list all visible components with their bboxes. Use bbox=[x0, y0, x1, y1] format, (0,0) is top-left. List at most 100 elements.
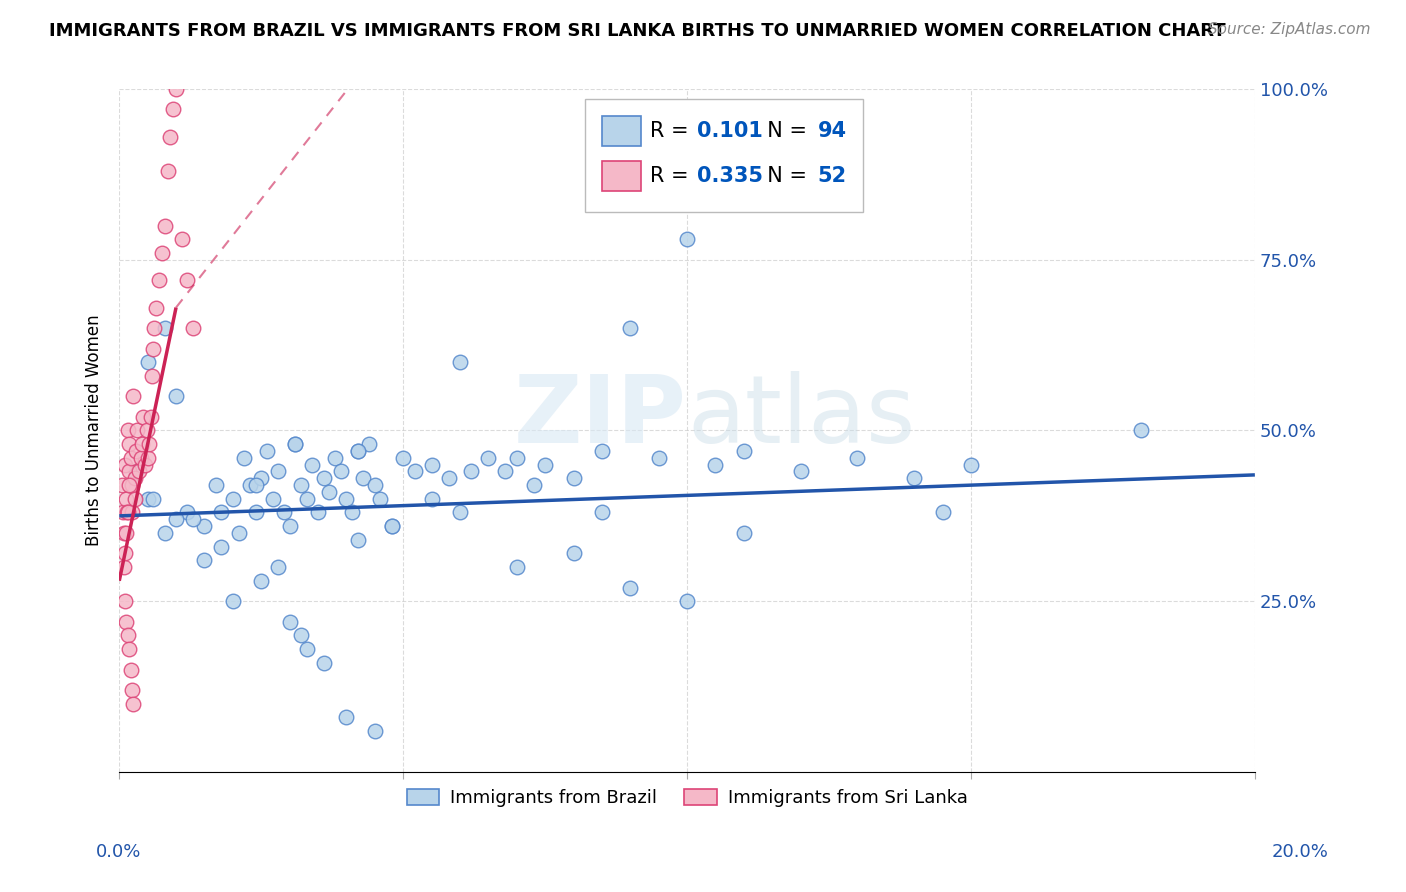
Point bbox=[114, 458, 136, 472]
Point bbox=[562, 546, 585, 560]
Point bbox=[120, 663, 142, 677]
Point bbox=[364, 724, 387, 739]
Point bbox=[420, 458, 443, 472]
Point bbox=[523, 478, 546, 492]
Point bbox=[278, 615, 301, 629]
Point bbox=[222, 594, 245, 608]
Point bbox=[181, 512, 204, 526]
Point bbox=[250, 471, 273, 485]
Point bbox=[150, 245, 173, 260]
Point bbox=[256, 444, 278, 458]
Point bbox=[114, 594, 136, 608]
Point bbox=[789, 465, 811, 479]
Text: R =: R = bbox=[650, 166, 695, 186]
Point bbox=[619, 581, 641, 595]
Point bbox=[477, 450, 499, 465]
Point bbox=[346, 533, 368, 547]
Point bbox=[392, 450, 415, 465]
Text: ZIP: ZIP bbox=[515, 371, 688, 463]
Point bbox=[118, 642, 141, 657]
Point bbox=[127, 424, 149, 438]
Point bbox=[162, 103, 184, 117]
Point bbox=[115, 506, 138, 520]
Point bbox=[323, 450, 346, 465]
Point bbox=[676, 594, 699, 608]
Text: R =: R = bbox=[650, 121, 695, 141]
Point bbox=[960, 458, 983, 472]
Point bbox=[115, 525, 138, 540]
Point bbox=[135, 424, 157, 438]
Point bbox=[284, 437, 307, 451]
Point bbox=[245, 478, 267, 492]
Point bbox=[250, 574, 273, 588]
Point bbox=[591, 444, 613, 458]
Point bbox=[903, 471, 925, 485]
Point bbox=[143, 321, 166, 335]
Point bbox=[301, 458, 323, 472]
Point bbox=[420, 491, 443, 506]
Point bbox=[318, 485, 340, 500]
Point bbox=[346, 444, 368, 458]
Point bbox=[156, 164, 179, 178]
Text: N =: N = bbox=[754, 121, 814, 141]
Point bbox=[534, 458, 557, 472]
Point bbox=[846, 450, 869, 465]
Point bbox=[131, 437, 153, 451]
Text: N =: N = bbox=[754, 166, 814, 186]
Point bbox=[121, 506, 143, 520]
Point bbox=[112, 560, 135, 574]
Point bbox=[129, 450, 152, 465]
Legend: Immigrants from Brazil, Immigrants from Sri Lanka: Immigrants from Brazil, Immigrants from … bbox=[399, 781, 974, 814]
Point bbox=[193, 553, 215, 567]
Point bbox=[181, 321, 204, 335]
Y-axis label: Births to Unmarried Women: Births to Unmarried Women bbox=[86, 315, 103, 546]
Point bbox=[125, 465, 148, 479]
FancyBboxPatch shape bbox=[602, 116, 641, 146]
Point bbox=[132, 409, 155, 424]
Point bbox=[437, 471, 460, 485]
Point bbox=[125, 444, 148, 458]
Text: 0.0%: 0.0% bbox=[96, 843, 141, 861]
Point bbox=[138, 437, 160, 451]
Text: 52: 52 bbox=[818, 166, 846, 186]
Point bbox=[335, 491, 357, 506]
Point bbox=[329, 465, 352, 479]
Point bbox=[284, 437, 307, 451]
Point bbox=[312, 471, 335, 485]
Point bbox=[267, 465, 290, 479]
Point bbox=[112, 506, 135, 520]
Point bbox=[211, 540, 233, 554]
Point bbox=[120, 450, 142, 465]
Point bbox=[117, 506, 139, 520]
Point bbox=[340, 506, 363, 520]
Point bbox=[193, 519, 215, 533]
Point bbox=[153, 321, 176, 335]
Point bbox=[278, 519, 301, 533]
Point bbox=[142, 491, 165, 506]
Point bbox=[134, 458, 156, 472]
Point bbox=[1130, 424, 1153, 438]
Point bbox=[139, 409, 162, 424]
Point bbox=[562, 471, 585, 485]
Text: atlas: atlas bbox=[688, 371, 915, 463]
Point bbox=[346, 444, 368, 458]
Text: 94: 94 bbox=[818, 121, 846, 141]
FancyBboxPatch shape bbox=[602, 161, 641, 192]
Point bbox=[295, 491, 318, 506]
Point bbox=[170, 232, 193, 246]
Point bbox=[114, 546, 136, 560]
Point bbox=[733, 444, 755, 458]
Point bbox=[117, 424, 139, 438]
Text: IMMIGRANTS FROM BRAZIL VS IMMIGRANTS FROM SRI LANKA BIRTHS TO UNMARRIED WOMEN CO: IMMIGRANTS FROM BRAZIL VS IMMIGRANTS FRO… bbox=[49, 22, 1226, 40]
Point bbox=[273, 506, 295, 520]
Point bbox=[165, 82, 187, 96]
Point bbox=[931, 506, 953, 520]
Point bbox=[211, 506, 233, 520]
Point bbox=[141, 368, 163, 383]
Point bbox=[494, 465, 516, 479]
Point bbox=[136, 355, 159, 369]
Point bbox=[647, 450, 669, 465]
Point bbox=[381, 519, 404, 533]
Point bbox=[228, 525, 250, 540]
Point bbox=[153, 219, 176, 233]
